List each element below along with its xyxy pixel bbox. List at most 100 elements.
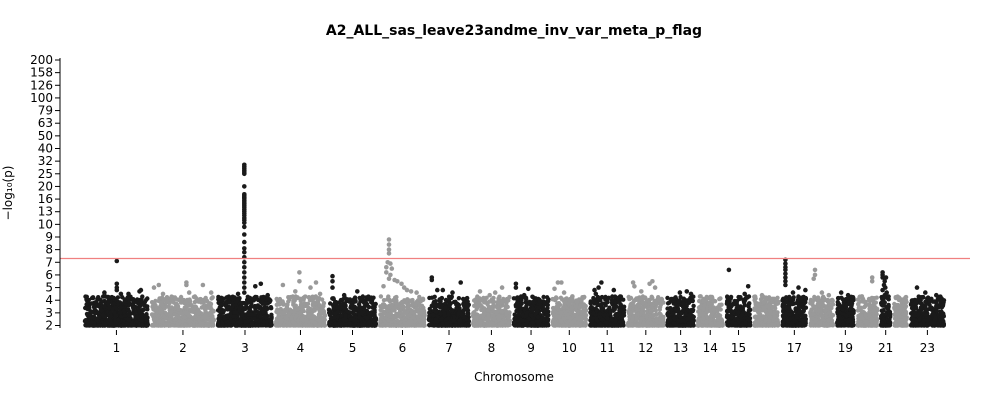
data-point xyxy=(598,298,603,303)
data-point xyxy=(184,311,189,316)
data-point xyxy=(260,296,266,302)
data-point xyxy=(158,300,164,305)
data-point xyxy=(321,303,326,309)
data-point xyxy=(556,301,562,306)
data-point xyxy=(144,304,149,309)
data-point xyxy=(433,317,439,322)
data-point xyxy=(516,312,521,317)
data-point xyxy=(99,308,104,313)
data-point xyxy=(432,308,437,313)
data-point xyxy=(582,323,588,328)
data-point xyxy=(603,294,608,300)
data-point xyxy=(313,320,318,326)
data-point xyxy=(442,313,447,318)
data-point xyxy=(174,313,179,319)
data-point xyxy=(390,302,395,308)
data-point xyxy=(113,320,119,325)
data-point xyxy=(621,304,627,309)
data-point xyxy=(242,285,247,290)
data-point xyxy=(281,301,286,306)
data-point xyxy=(156,282,162,288)
data-point xyxy=(287,322,292,327)
data-point xyxy=(335,310,341,315)
data-point xyxy=(581,295,586,300)
data-point xyxy=(113,305,118,310)
data-point xyxy=(308,285,313,290)
data-point xyxy=(252,316,257,321)
data-point xyxy=(206,316,211,321)
data-point xyxy=(252,304,257,309)
data-point xyxy=(343,318,349,323)
data-point xyxy=(456,296,462,301)
data-point xyxy=(308,323,313,328)
data-point xyxy=(554,313,559,319)
data-point xyxy=(497,294,502,299)
data-point xyxy=(242,290,247,295)
data-point xyxy=(563,300,568,305)
data-point xyxy=(181,315,186,320)
data-point xyxy=(378,294,384,299)
data-point xyxy=(118,305,123,310)
data-point xyxy=(415,314,420,319)
data-point xyxy=(190,309,195,314)
data-point xyxy=(472,310,477,315)
data-point xyxy=(173,296,178,301)
data-point xyxy=(122,313,128,318)
data-point xyxy=(102,304,107,309)
data-point xyxy=(421,323,427,328)
data-point xyxy=(233,322,238,328)
data-point xyxy=(157,319,162,324)
data-point xyxy=(268,322,273,327)
data-point xyxy=(233,310,238,315)
data-point xyxy=(497,301,502,306)
data-point xyxy=(94,300,99,306)
data-point xyxy=(463,322,469,328)
data-point xyxy=(173,317,178,322)
data-point xyxy=(130,305,136,310)
data-point xyxy=(431,299,437,304)
data-point xyxy=(590,318,595,324)
data-point xyxy=(618,302,623,307)
data-point xyxy=(503,303,508,308)
data-point xyxy=(100,299,105,304)
data-point xyxy=(140,322,145,328)
data-point xyxy=(107,305,112,311)
data-point xyxy=(482,300,488,305)
data-point xyxy=(106,298,111,304)
data-point xyxy=(391,297,396,303)
data-point xyxy=(306,305,311,311)
data-point xyxy=(184,282,189,288)
data-point xyxy=(122,300,127,305)
data-point xyxy=(487,299,492,304)
data-point xyxy=(125,295,131,301)
data-point xyxy=(295,295,300,300)
data-point xyxy=(559,280,564,285)
data-point xyxy=(554,296,559,301)
data-point xyxy=(174,301,179,306)
data-point xyxy=(530,294,535,299)
data-point xyxy=(187,297,192,302)
data-point xyxy=(118,291,124,297)
data-point xyxy=(320,322,326,327)
data-point xyxy=(356,322,361,327)
data-point xyxy=(279,310,285,315)
data-point xyxy=(443,305,448,310)
data-point xyxy=(319,297,325,302)
data-point xyxy=(368,295,374,301)
data-point xyxy=(160,291,166,297)
data-point xyxy=(285,302,290,307)
data-point xyxy=(432,323,437,328)
data-point xyxy=(506,320,511,326)
data-point xyxy=(297,270,302,275)
data-point xyxy=(450,308,455,313)
data-point xyxy=(490,321,495,327)
data-point xyxy=(242,224,247,230)
data-point xyxy=(492,290,498,295)
data-point xyxy=(231,319,236,324)
data-point xyxy=(486,308,491,313)
data-point xyxy=(119,323,124,328)
data-point xyxy=(479,304,484,309)
data-point xyxy=(317,310,323,315)
data-point xyxy=(389,266,395,271)
data-point xyxy=(436,302,441,307)
